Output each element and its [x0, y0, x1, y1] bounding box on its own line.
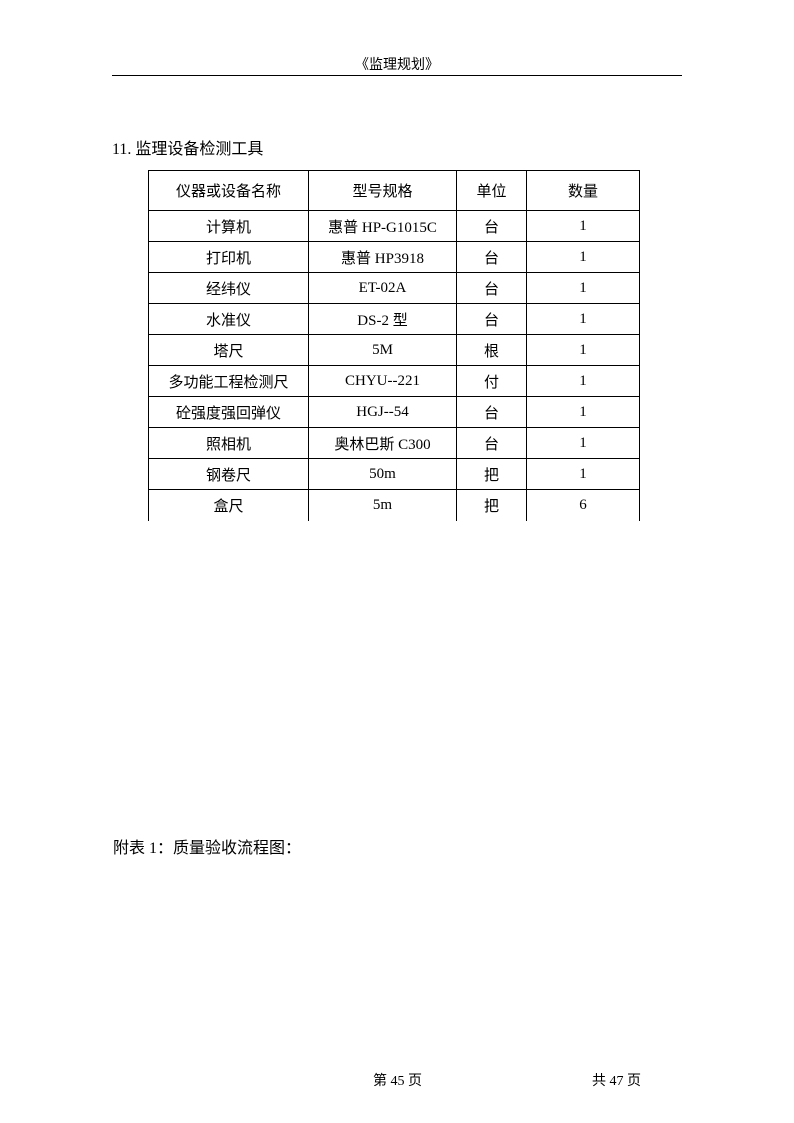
cell-name: 多功能工程检测尺 [149, 366, 309, 397]
footer-current-page: 第 45 页 [373, 1070, 422, 1090]
cell-model: ET-02A [309, 273, 457, 304]
table-header-row: 仪器或设备名称 型号规格 单位 数量 [149, 171, 640, 211]
table-row: 塔尺 5M 根 1 [149, 335, 640, 366]
table-header-model: 型号规格 [309, 171, 457, 211]
table-row: 钢卷尺 50m 把 1 [149, 459, 640, 490]
table-row: 计算机 惠普 HP-G1015C 台 1 [149, 211, 640, 242]
cell-qty: 1 [527, 211, 640, 242]
cell-unit: 把 [457, 459, 527, 490]
cell-name: 照相机 [149, 428, 309, 459]
cell-model: HGJ--54 [309, 397, 457, 428]
cell-unit: 台 [457, 242, 527, 273]
cell-qty: 1 [527, 242, 640, 273]
table-row: 经纬仪 ET-02A 台 1 [149, 273, 640, 304]
cell-name: 水准仪 [149, 304, 309, 335]
cell-qty: 1 [527, 397, 640, 428]
cell-name: 经纬仪 [149, 273, 309, 304]
cell-model: 5M [309, 335, 457, 366]
cell-unit: 付 [457, 366, 527, 397]
cell-qty: 6 [527, 490, 640, 521]
cell-qty: 1 [527, 366, 640, 397]
table-row: 水准仪 DS-2 型 台 1 [149, 304, 640, 335]
table-header-name: 仪器或设备名称 [149, 171, 309, 211]
table-row: 砼强度强回弹仪 HGJ--54 台 1 [149, 397, 640, 428]
appendix-prefix: 附表 [113, 840, 149, 857]
table-row: 照相机 奥林巴斯 C300 台 1 [149, 428, 640, 459]
cell-model: 5m [309, 490, 457, 521]
appendix-suffix: ：质量验收流程图： [157, 840, 301, 857]
cell-unit: 把 [457, 490, 527, 521]
cell-model: 惠普 HP3918 [309, 242, 457, 273]
cell-model: CHYU--221 [309, 366, 457, 397]
appendix-heading: 附表 1：质量验收流程图： [113, 834, 301, 858]
cell-name: 盒尺 [149, 490, 309, 521]
cell-name: 砼强度强回弹仪 [149, 397, 309, 428]
table-header-unit: 单位 [457, 171, 527, 211]
cell-name: 钢卷尺 [149, 459, 309, 490]
header-underline [112, 75, 682, 76]
cell-model: 惠普 HP-G1015C [309, 211, 457, 242]
header-title: 《监理规划》 [0, 54, 794, 74]
cell-unit: 台 [457, 211, 527, 242]
cell-model: DS-2 型 [309, 304, 457, 335]
section-heading: 11. 监理设备检测工具 [112, 135, 263, 159]
cell-model: 奥林巴斯 C300 [309, 428, 457, 459]
cell-unit: 台 [457, 397, 527, 428]
cell-model: 50m [309, 459, 457, 490]
footer-total-pages: 共 47 页 [592, 1070, 641, 1090]
table-row: 盒尺 5m 把 6 [149, 490, 640, 521]
table-row: 打印机 惠普 HP3918 台 1 [149, 242, 640, 273]
appendix-number: 1 [149, 840, 157, 857]
cell-qty: 1 [527, 304, 640, 335]
cell-unit: 台 [457, 428, 527, 459]
table-header-qty: 数量 [527, 171, 640, 211]
cell-unit: 台 [457, 273, 527, 304]
table-row: 多功能工程检测尺 CHYU--221 付 1 [149, 366, 640, 397]
cell-qty: 1 [527, 428, 640, 459]
cell-unit: 台 [457, 304, 527, 335]
cell-qty: 1 [527, 335, 640, 366]
equipment-table: 仪器或设备名称 型号规格 单位 数量 计算机 惠普 HP-G1015C 台 1 … [148, 170, 640, 521]
cell-qty: 1 [527, 459, 640, 490]
cell-qty: 1 [527, 273, 640, 304]
cell-unit: 根 [457, 335, 527, 366]
cell-name: 打印机 [149, 242, 309, 273]
document-page: 《监理规划》 11. 监理设备检测工具 仪器或设备名称 型号规格 单位 数量 计… [0, 0, 794, 1123]
section-title: 监理设备检测工具 [135, 141, 263, 158]
cell-name: 计算机 [149, 211, 309, 242]
section-number: 11. [112, 141, 131, 158]
cell-name: 塔尺 [149, 335, 309, 366]
